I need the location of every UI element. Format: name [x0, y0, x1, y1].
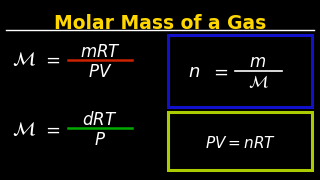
Text: $=$: $=$	[42, 121, 60, 139]
Text: $mRT$: $mRT$	[79, 43, 121, 61]
Text: $m$: $m$	[250, 53, 267, 71]
Text: $PV$: $PV$	[88, 63, 112, 81]
Bar	[168, 35, 312, 107]
Bar	[168, 112, 312, 170]
Text: $=$: $=$	[42, 51, 60, 69]
Text: $dRT$: $dRT$	[82, 111, 118, 129]
Text: $n$: $n$	[188, 63, 200, 81]
Text: $P$: $P$	[94, 131, 106, 149]
Text: $\mathcal{M}$: $\mathcal{M}$	[12, 51, 36, 69]
Text: $\mathcal{M}$: $\mathcal{M}$	[12, 120, 36, 140]
Text: Molar Mass of a Gas: Molar Mass of a Gas	[54, 14, 266, 33]
Text: $\mathcal{M}$: $\mathcal{M}$	[248, 73, 268, 91]
Text: $=$: $=$	[210, 63, 228, 81]
Text: $PV = nRT$: $PV = nRT$	[204, 135, 276, 151]
